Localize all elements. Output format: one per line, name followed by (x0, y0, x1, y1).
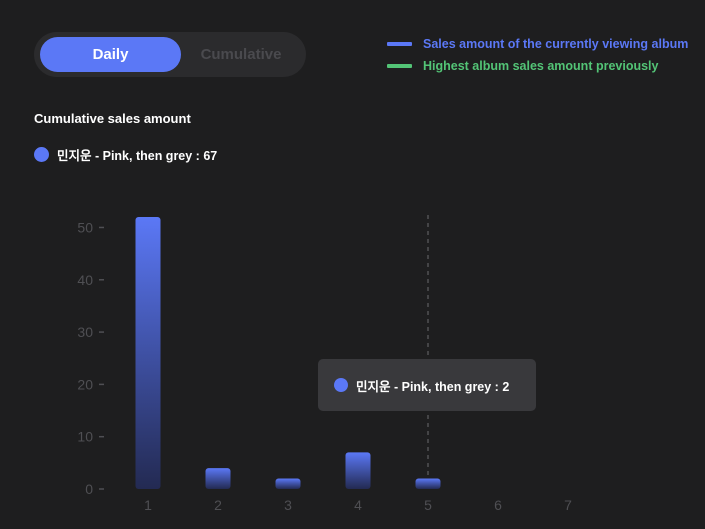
daily-tab[interactable]: Daily (40, 37, 181, 72)
legend-swatch-highest (387, 64, 412, 68)
x-tick-label: 4 (354, 497, 362, 513)
x-tick-label: 5 (424, 497, 432, 513)
period-toggle: Daily Cumulative (34, 32, 306, 77)
x-tick-label: 6 (494, 497, 502, 513)
summary-text: 민지운 - Pink, then grey : 67 (57, 149, 218, 163)
x-tick-label: 2 (214, 497, 222, 513)
y-tick-label: 50 (77, 219, 93, 235)
tooltip-series-dot (334, 378, 348, 392)
y-tick-label: 0 (85, 481, 93, 497)
section-title: Cumulative sales amount (34, 111, 191, 126)
legend-label-current: Sales amount of the currently viewing al… (423, 37, 689, 51)
bar-5[interactable] (415, 478, 441, 489)
legend-item-highest: Highest album sales amount previously (387, 55, 688, 77)
x-tick-label: 3 (284, 497, 292, 513)
y-tick-label: 40 (77, 272, 93, 288)
legend-item-current: Sales amount of the currently viewing al… (387, 33, 688, 55)
y-tick-label: 20 (77, 376, 93, 392)
bar-tooltip: 민지운 - Pink, then grey : 2 (318, 359, 536, 411)
bar-3[interactable] (275, 478, 301, 489)
summary-series-dot (34, 147, 49, 162)
legend-label-highest: Highest album sales amount previously (423, 59, 659, 73)
x-tick-label: 7 (564, 497, 572, 513)
bar-4[interactable] (345, 452, 371, 489)
legend-swatch-current (387, 42, 412, 46)
chart-legend: Sales amount of the currently viewing al… (387, 33, 688, 77)
x-tick-label: 1 (144, 497, 152, 513)
y-tick-label: 30 (77, 324, 93, 340)
tooltip-text: 민지운 - Pink, then grey : 2 (356, 379, 510, 394)
y-tick-label: 10 (77, 429, 93, 445)
cumulative-tab[interactable]: Cumulative (200, 46, 282, 63)
bar-2[interactable] (205, 468, 231, 489)
bar-1[interactable] (135, 217, 161, 489)
cumulative-summary: 민지운 - Pink, then grey : 67 (34, 145, 217, 164)
